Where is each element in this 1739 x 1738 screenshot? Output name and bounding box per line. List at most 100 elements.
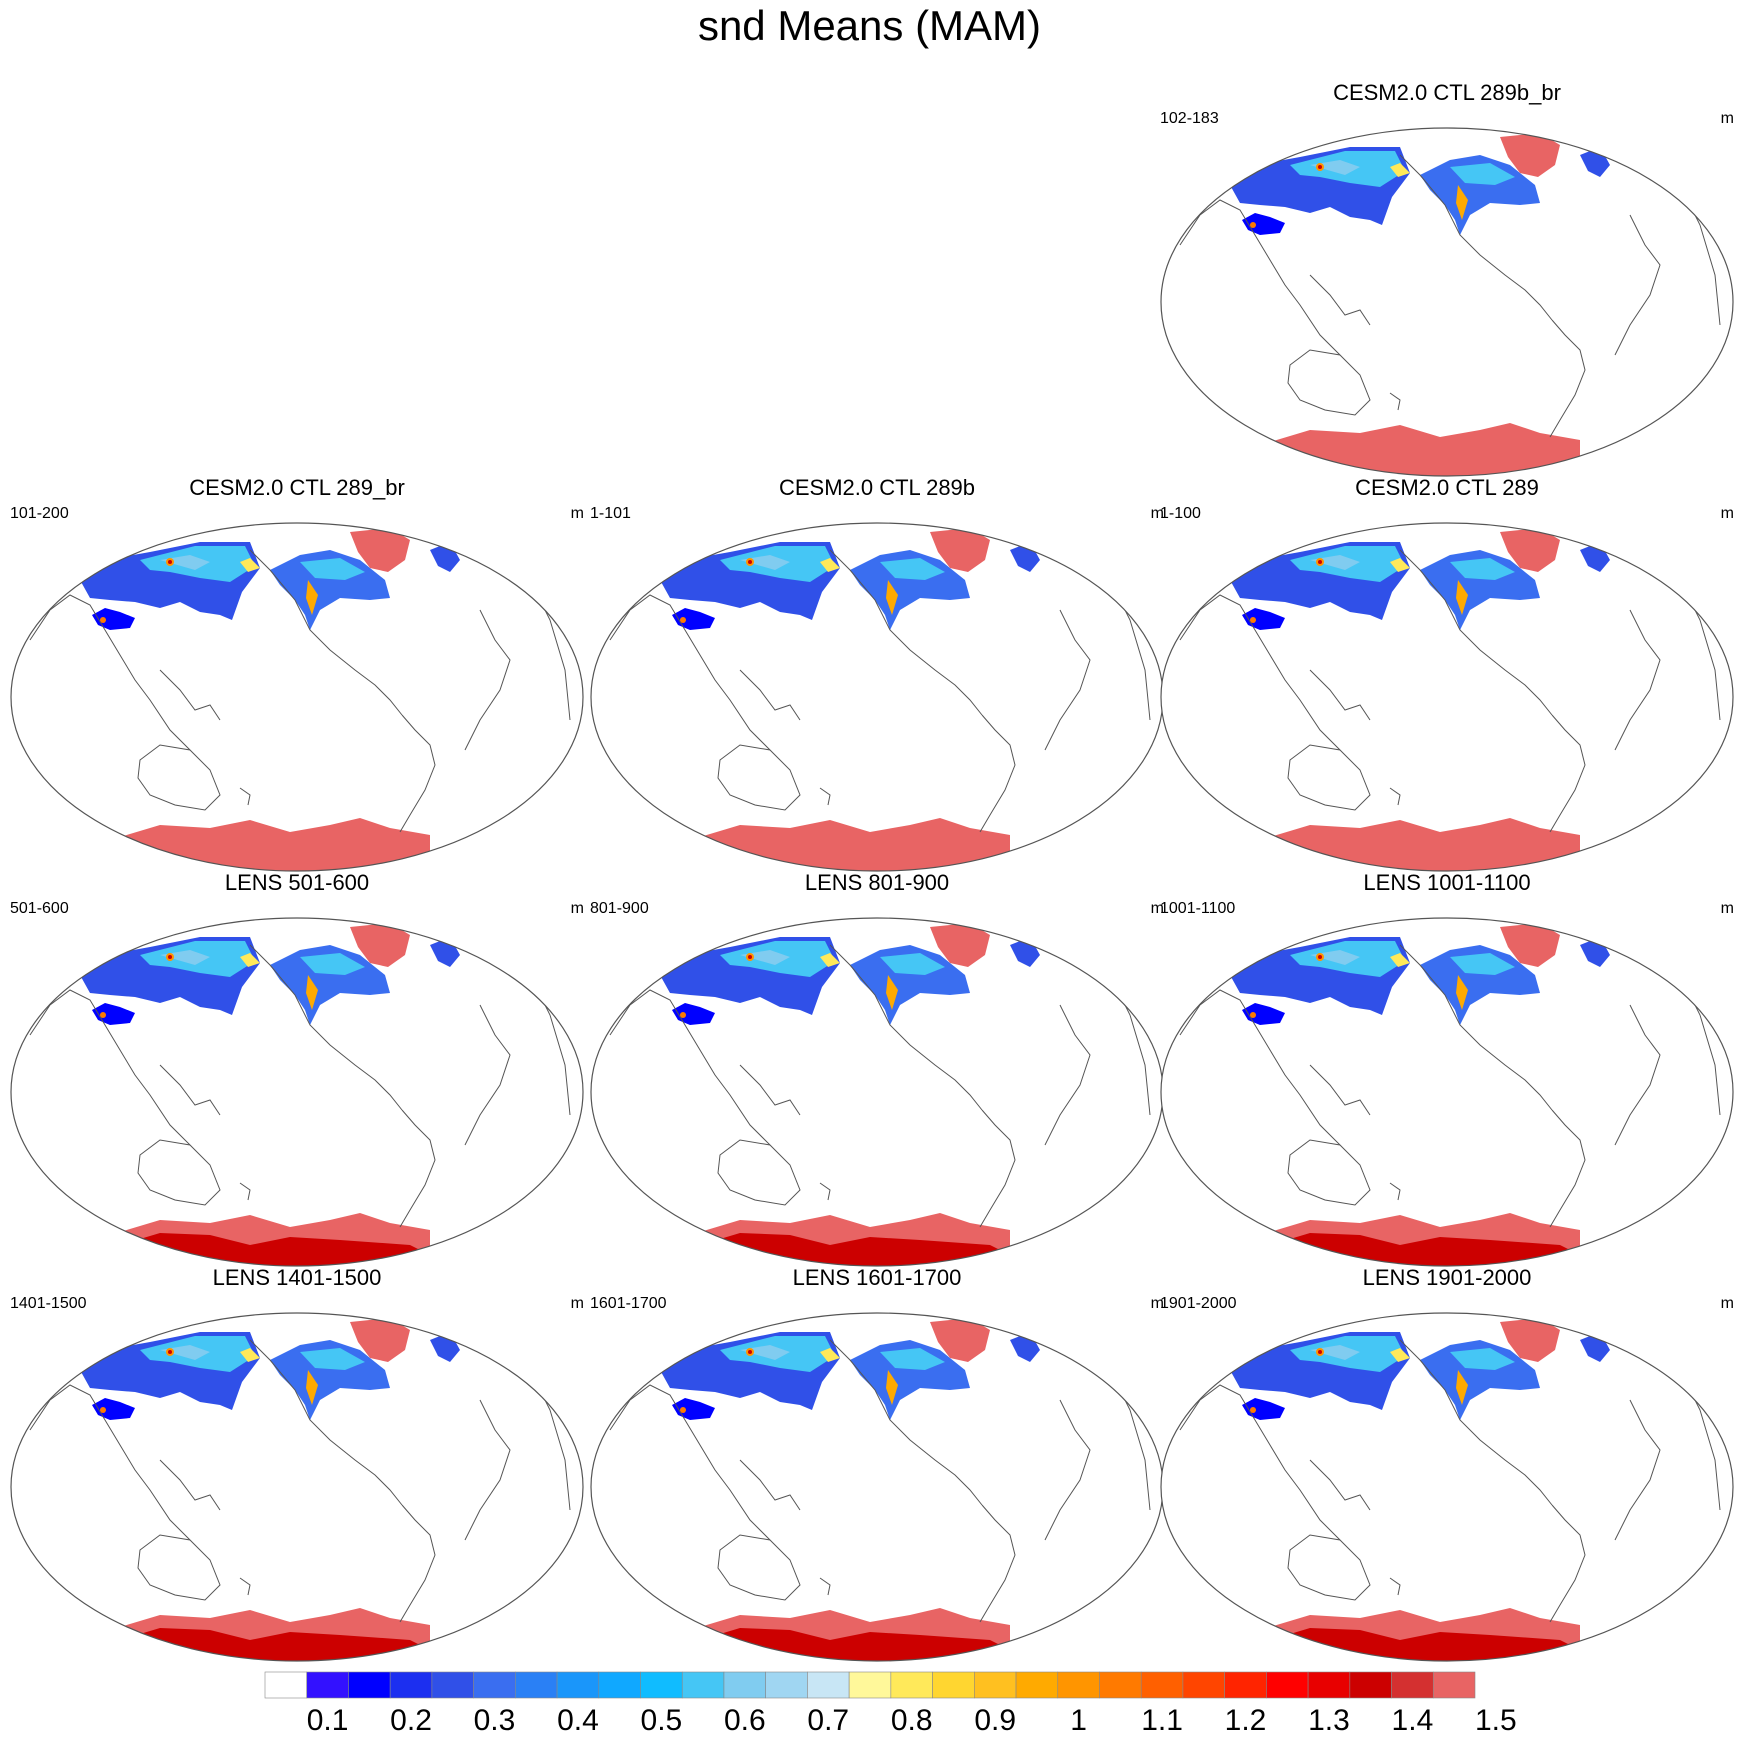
panel-years: 1-101 bbox=[590, 505, 631, 522]
colorbar-segment bbox=[1099, 1671, 1142, 1699]
colorbar-segment bbox=[1432, 1671, 1476, 1699]
colorbar-tick-label: 0.5 bbox=[641, 1704, 683, 1737]
colorbar-segment bbox=[1266, 1671, 1309, 1699]
colorbar-tick-label: 0.9 bbox=[974, 1704, 1016, 1737]
map-panel: LENS 801-900 801-900 m bbox=[590, 870, 1164, 1270]
panel-years: 501-600 bbox=[10, 900, 69, 917]
colorbar-segment bbox=[890, 1671, 933, 1699]
panel-units: m bbox=[570, 1295, 584, 1312]
tibet-snow bbox=[1242, 1398, 1285, 1420]
colorbar-tick-label: 0.4 bbox=[557, 1704, 599, 1737]
colorbar-tick-label: 1.5 bbox=[1475, 1704, 1517, 1737]
colorbar-tick-label: 0.3 bbox=[474, 1704, 516, 1737]
colorbar-segment bbox=[1391, 1671, 1434, 1699]
tibet-snow bbox=[672, 608, 715, 630]
greenland-ice bbox=[930, 528, 990, 572]
map-panel: LENS 1001-1100 1001-1100 m bbox=[1160, 870, 1734, 1270]
map-panel: CESM2.0 CTL 289_br 101-200 m bbox=[10, 475, 584, 875]
colorbar-segment bbox=[1182, 1671, 1225, 1699]
colorbar-segment bbox=[723, 1671, 766, 1699]
colorbar-tick-label: 0.8 bbox=[891, 1704, 933, 1737]
tibet-snow bbox=[92, 1398, 135, 1420]
colorbar-segment bbox=[681, 1671, 725, 1699]
colorbar-tick-label: 0.1 bbox=[307, 1704, 349, 1737]
colorbar-segment bbox=[1140, 1671, 1184, 1699]
globe-map bbox=[590, 1312, 1164, 1662]
panel-units: m bbox=[1720, 900, 1734, 917]
panel-years: 102-183 bbox=[1160, 110, 1219, 127]
panel-title: LENS 1001-1100 bbox=[1363, 870, 1531, 895]
colorbar-segment bbox=[848, 1671, 892, 1699]
tibet-snow bbox=[92, 608, 135, 630]
colorbar-segment bbox=[1057, 1671, 1100, 1699]
greenland-ice bbox=[350, 1318, 410, 1362]
panel-title: LENS 1901-2000 bbox=[1362, 1265, 1532, 1290]
colorbar-tick-label: 0.6 bbox=[724, 1704, 766, 1737]
map-panel: CESM2.0 CTL 289b_br 102-183 m bbox=[1160, 80, 1734, 480]
panel-title: LENS 801-900 bbox=[804, 870, 950, 895]
panel-years: 1401-1500 bbox=[10, 1295, 87, 1312]
colorbar-tick-label: 0.2 bbox=[390, 1704, 432, 1737]
globe-map bbox=[10, 522, 584, 872]
colorbar-segment bbox=[807, 1671, 850, 1699]
tibet-snow bbox=[672, 1398, 715, 1420]
greenland-ice bbox=[1500, 1318, 1560, 1362]
colorbar-segment bbox=[348, 1671, 391, 1699]
colorbar-tick-label: 1.4 bbox=[1392, 1704, 1434, 1737]
panel-units: m bbox=[1150, 1295, 1164, 1312]
map-panel: LENS 1401-1500 1401-1500 m bbox=[10, 1265, 584, 1665]
tibet-snow bbox=[1242, 1003, 1285, 1025]
colorbar-tick-label: 1 bbox=[1070, 1704, 1087, 1737]
colorbar-tick-label: 1.2 bbox=[1225, 1704, 1267, 1737]
globe-map bbox=[1160, 522, 1734, 872]
colorbar-segment bbox=[473, 1671, 516, 1699]
colorbar-segment bbox=[264, 1671, 308, 1699]
panel-units: m bbox=[1720, 1295, 1734, 1312]
globe-map bbox=[1160, 127, 1734, 477]
greenland-ice bbox=[350, 528, 410, 572]
colorbar-segment bbox=[515, 1671, 558, 1699]
colorbar-tick-label: 1.1 bbox=[1141, 1704, 1183, 1737]
panel-units: m bbox=[1150, 900, 1164, 917]
panel-title: LENS 501-600 bbox=[224, 870, 370, 895]
map-panel: LENS 501-600 501-600 m bbox=[10, 870, 584, 1270]
panel-years: 1601-1700 bbox=[590, 1295, 667, 1312]
panel-years: 801-900 bbox=[590, 900, 649, 917]
greenland-ice bbox=[930, 923, 990, 967]
globe-map bbox=[10, 917, 584, 1267]
panel-years: 101-200 bbox=[10, 505, 69, 522]
map-panel: LENS 1601-1700 1601-1700 m bbox=[590, 1265, 1164, 1665]
panel-title: CESM2.0 CTL 289_br bbox=[189, 475, 405, 500]
panel-title: LENS 1601-1700 bbox=[792, 1265, 962, 1290]
greenland-ice bbox=[930, 1318, 990, 1362]
panel-title: CESM2.0 CTL 289 bbox=[1355, 475, 1539, 500]
colorbar-segment bbox=[974, 1671, 1017, 1699]
panel-units: m bbox=[1150, 505, 1164, 522]
colorbar-segment bbox=[556, 1671, 600, 1699]
colorbar-segment bbox=[431, 1671, 474, 1699]
colorbar-segment bbox=[640, 1671, 683, 1699]
colorbar-segment bbox=[1224, 1671, 1267, 1699]
tibet-snow bbox=[1242, 213, 1285, 235]
globe-map bbox=[1160, 917, 1734, 1267]
colorbar-segment bbox=[1015, 1671, 1059, 1699]
greenland-ice bbox=[350, 923, 410, 967]
map-panel: LENS 1901-2000 1901-2000 m bbox=[1160, 1265, 1734, 1665]
panel-units: m bbox=[570, 505, 584, 522]
greenland-ice bbox=[1500, 528, 1560, 572]
tibet-snow bbox=[1242, 608, 1285, 630]
panel-title: LENS 1401-1500 bbox=[212, 1265, 382, 1290]
colorbar-tick-label: 1.3 bbox=[1308, 1704, 1350, 1737]
panel-years: 1001-1100 bbox=[1160, 900, 1236, 917]
colorbar-segment bbox=[306, 1671, 349, 1699]
tibet-snow bbox=[672, 1003, 715, 1025]
map-panel: CESM2.0 CTL 289 1-100 m bbox=[1160, 475, 1734, 875]
greenland-ice bbox=[1500, 133, 1560, 177]
colorbar-segment bbox=[932, 1671, 975, 1699]
panel-years: 1901-2000 bbox=[1160, 1295, 1237, 1312]
panel-units: m bbox=[1720, 505, 1734, 522]
panel-units: m bbox=[570, 900, 584, 917]
colorbar-segment bbox=[598, 1671, 641, 1699]
panel-units: m bbox=[1720, 110, 1734, 127]
colorbar-segment bbox=[1349, 1671, 1392, 1699]
